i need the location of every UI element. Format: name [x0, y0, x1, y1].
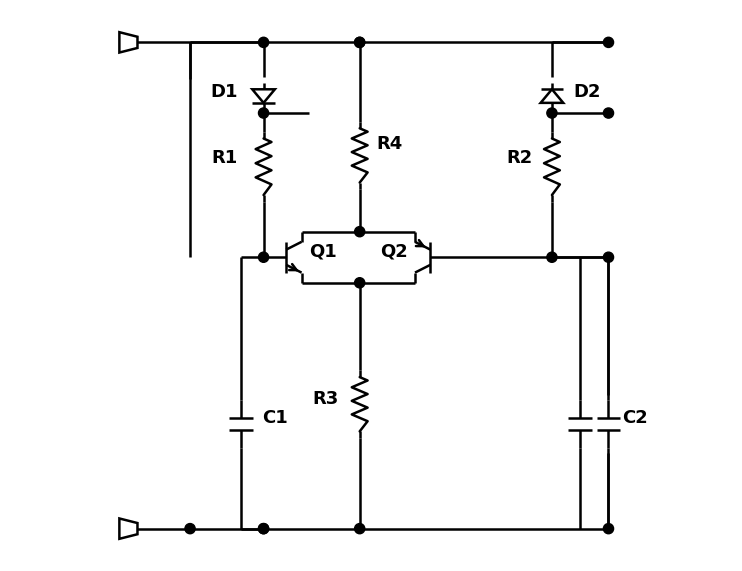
Text: Q1: Q1 [309, 243, 337, 260]
Circle shape [355, 37, 365, 47]
Text: D1: D1 [211, 83, 238, 100]
Polygon shape [252, 89, 275, 103]
Circle shape [603, 524, 614, 534]
Text: R2: R2 [506, 149, 532, 167]
Circle shape [355, 524, 365, 534]
Circle shape [547, 252, 557, 262]
Text: D2: D2 [574, 83, 601, 100]
Circle shape [258, 524, 269, 534]
Text: Q2: Q2 [380, 243, 408, 260]
Circle shape [258, 108, 269, 118]
Circle shape [258, 524, 269, 534]
Text: C1: C1 [263, 409, 288, 427]
Circle shape [603, 108, 614, 118]
Circle shape [603, 252, 614, 262]
Circle shape [258, 252, 269, 262]
Circle shape [185, 524, 195, 534]
Text: R1: R1 [212, 149, 238, 167]
Text: R3: R3 [312, 389, 338, 408]
Circle shape [258, 37, 269, 47]
Circle shape [355, 278, 365, 288]
Circle shape [355, 37, 365, 47]
Text: C2: C2 [623, 409, 649, 427]
Polygon shape [541, 89, 563, 103]
Circle shape [547, 108, 557, 118]
Circle shape [355, 227, 365, 237]
Text: R4: R4 [377, 135, 403, 153]
Circle shape [603, 37, 614, 47]
